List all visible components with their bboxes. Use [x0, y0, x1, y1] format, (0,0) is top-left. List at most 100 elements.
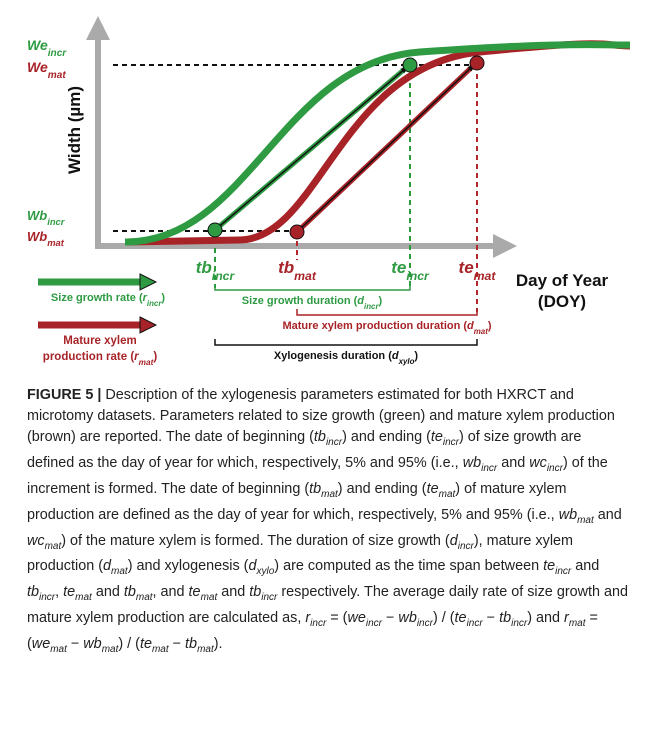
caption-run: mat	[101, 643, 119, 655]
caption-run: d	[103, 558, 112, 575]
caption-run: te	[188, 584, 201, 601]
caption-run: tb	[313, 429, 326, 445]
label-run: Xylogenesis duration (	[274, 350, 392, 362]
point	[207, 222, 223, 238]
label-run: Size growth duration (	[242, 295, 358, 307]
caption-run: incr	[511, 618, 528, 629]
caption-run: ) of size growth are defined as the day …	[27, 429, 582, 471]
caption-run: incr	[416, 618, 433, 629]
caption-run: wb	[558, 506, 578, 523]
caption-run: tb	[499, 610, 512, 627]
label-run: r	[143, 292, 148, 304]
label-run: incr	[212, 269, 236, 283]
label-run: xylo	[398, 357, 415, 366]
caption-run: r	[564, 610, 569, 627]
caption-run: −	[66, 636, 84, 652]
caption-run: incr	[261, 592, 278, 604]
caption-run: −	[168, 636, 186, 652]
caption-run: tb	[185, 636, 198, 652]
bracket	[296, 309, 478, 316]
label: (DOY)	[538, 292, 586, 311]
label-run: incr	[364, 302, 379, 311]
caption-run: and	[497, 454, 530, 471]
caption-run: ,	[55, 584, 64, 601]
label: Size growth duration (dincr)	[242, 295, 383, 311]
caption-run: Description of the xylogenesis parameter…	[27, 387, 615, 445]
caption-run: ) of mature xylem production are defined…	[27, 480, 567, 523]
label-run: )	[153, 351, 157, 363]
caption-run: mat	[75, 592, 92, 604]
label-run: mat	[474, 269, 497, 283]
caption-run: tb	[309, 480, 322, 497]
point	[289, 224, 305, 240]
caption-run: incr	[457, 540, 474, 552]
caption-run: and	[571, 558, 600, 575]
label: Wbincr	[27, 208, 66, 227]
caption-run: xylo	[256, 566, 275, 578]
caption-run: mat	[44, 540, 62, 552]
caption-run: ) of the increment is formed. The date o…	[27, 454, 608, 497]
label-run: r	[134, 351, 139, 363]
label-run: Day of Year	[516, 271, 609, 290]
caption-run: incr	[325, 436, 343, 448]
label: temat	[459, 258, 497, 283]
label-run: incr	[147, 299, 162, 308]
label-run: d	[357, 295, 364, 307]
label-run: Mature xylem	[63, 335, 137, 347]
caption-run: incr	[39, 592, 56, 604]
caption-run: incr	[546, 462, 563, 474]
caption-run: wb	[398, 610, 417, 627]
label-run: Size growth rate (	[51, 292, 143, 304]
caption-run: = (	[326, 610, 348, 627]
caption-run: ), mature xylem production (	[27, 532, 574, 575]
label-run: production rate (	[43, 351, 135, 363]
rate-arrow	[296, 65, 474, 233]
label-run: incr	[48, 48, 68, 59]
caption-run: ) are computed as the time span between	[274, 558, 544, 575]
label: Mature xylem	[63, 335, 137, 347]
caption-run: mat	[197, 643, 214, 655]
caption-run: and	[217, 584, 250, 601]
caption-run: te	[139, 636, 152, 652]
caption-run: te	[543, 558, 556, 575]
caption-run: ) / (	[118, 636, 140, 652]
caption-run: mat	[438, 488, 456, 500]
label-run: incr	[47, 217, 66, 227]
label: Width (µm)	[65, 86, 84, 174]
caption-run: = (	[27, 610, 598, 652]
caption-run: d	[248, 558, 257, 575]
label: production rate (rmat)	[43, 351, 158, 367]
rate-arrow	[214, 67, 407, 231]
label-run: Wb	[27, 229, 47, 244]
label: Wemat	[27, 59, 66, 81]
label-run: d	[467, 320, 474, 332]
bracket	[214, 284, 411, 291]
legend-arrowhead	[139, 316, 158, 334]
label-run: tb	[196, 258, 212, 277]
label: Mature xylem production duration (dmat)	[282, 320, 491, 336]
label: Xylogenesis duration (dxylo)	[274, 350, 419, 366]
label: Day of Year	[516, 271, 609, 290]
caption-run: mat	[577, 514, 594, 526]
caption-run: wb	[462, 454, 482, 471]
caption-run: d	[449, 532, 458, 549]
point	[469, 55, 485, 71]
label-run: (DOY)	[538, 292, 586, 311]
label: Weincr	[27, 37, 67, 59]
label-run: mat	[47, 238, 65, 248]
caption-run: ) and xylogenesis (	[127, 558, 249, 575]
caption-run: we	[347, 610, 366, 627]
caption-run: mat	[50, 643, 67, 655]
caption-run: ) / (	[432, 610, 455, 627]
point	[402, 57, 418, 73]
label: Wbmat	[27, 229, 65, 248]
label-run: Wb	[27, 208, 47, 223]
caption-run: ).	[213, 636, 223, 652]
caption-run: and	[593, 506, 622, 523]
caption-run: incr	[466, 618, 483, 629]
caption-run: tb	[123, 584, 136, 601]
label-run: We	[27, 37, 48, 53]
caption-run: mat	[135, 592, 153, 604]
caption-run: te	[430, 429, 443, 445]
